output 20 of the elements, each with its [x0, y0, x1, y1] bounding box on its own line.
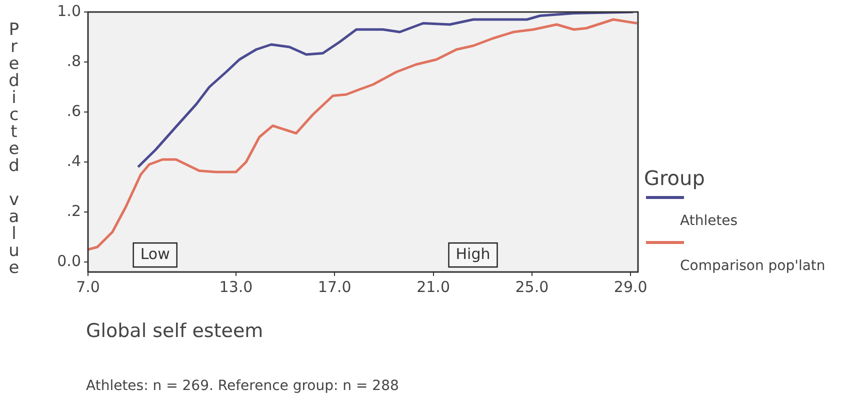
x-tick-label: 29.0 — [614, 278, 648, 296]
x-tick-label: 13.0 — [219, 278, 253, 296]
y-axis-title: Predicted value — [4, 20, 24, 275]
text: Comparison pop'latn — [680, 258, 826, 274]
x-tick-label: 17.0 — [318, 278, 352, 296]
y-tick-label: .6 — [66, 102, 81, 120]
annotation: High — [456, 244, 490, 263]
text: Athletes: n = 269. Reference group: n = 288 — [86, 378, 399, 394]
legend-title: Group — [644, 166, 706, 190]
x-axis-title: Global self esteem — [86, 320, 264, 342]
text: Athletes — [680, 213, 739, 229]
y-tick-label: .2 — [66, 202, 81, 220]
y-tick-label: .4 — [66, 152, 81, 170]
y-tick-label: .8 — [66, 52, 81, 70]
y-tick-label: 0.0 — [57, 252, 81, 270]
x-tick-label: 7.0 — [76, 278, 100, 296]
x-tick-label: 25.0 — [515, 278, 549, 296]
y-tick-label: 1.0 — [57, 2, 81, 20]
x-tick-label: 21.0 — [416, 278, 450, 296]
annotation: Low — [140, 244, 170, 263]
